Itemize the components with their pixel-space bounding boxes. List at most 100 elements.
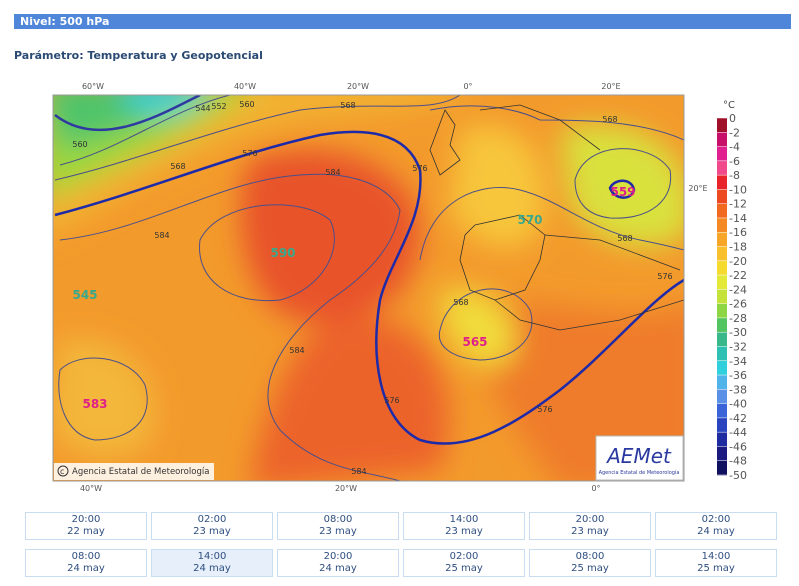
- center-label: 559: [610, 185, 635, 199]
- legend-tick-label: -26: [729, 298, 747, 311]
- time-date: 23 may: [319, 526, 357, 537]
- svg-text:c: c: [60, 467, 64, 476]
- legend-tick-label: -44: [729, 426, 747, 439]
- time-date: 25 may: [697, 563, 735, 574]
- geopotential-contours: [54, 95, 684, 481]
- time-date: 25 may: [571, 563, 609, 574]
- time-button[interactable]: 14:00 23 may: [403, 512, 525, 540]
- time-time: 14:00: [197, 551, 227, 562]
- lon-labels: 60°W 40°W 20°W 0° 20°E 40°W 20°W 0° 20°E: [80, 82, 708, 493]
- contour-label: 568: [602, 115, 617, 124]
- logo: AEMet Agencia Estatal de Meteorología: [595, 435, 684, 481]
- legend-tick-label: -42: [729, 412, 747, 425]
- time-date: 24 may: [67, 563, 105, 574]
- contour-labels: 544 552 560 560 568 568 576 576 584 584 …: [72, 100, 672, 476]
- center-label: 590: [270, 246, 295, 260]
- legend: 0-2-4-6-8-10-12-14-16-18-20-22-24-26-28-…: [717, 112, 747, 482]
- legend-tick-label: -50: [729, 469, 747, 482]
- time-button[interactable]: 02:00 24 may: [655, 512, 777, 540]
- map-frame: [52, 94, 685, 482]
- time-time: 14:00: [701, 551, 731, 562]
- time-button[interactable]: 20:00 23 may: [529, 512, 651, 540]
- lon-label: 20°E: [601, 82, 620, 91]
- legend-swatch: [717, 317, 727, 333]
- legend-swatch: [717, 189, 727, 205]
- legend-tick-label: -8: [729, 169, 740, 182]
- center-label: 570: [517, 213, 542, 227]
- copyright-text: Agencia Estatal de Meteorología: [72, 467, 209, 477]
- legend-swatch: [717, 260, 727, 276]
- time-time: 20:00: [71, 514, 101, 525]
- temperature-field: [53, 95, 684, 481]
- legend-swatch: [717, 446, 727, 462]
- legend-swatch: [717, 289, 727, 305]
- time-date: 23 may: [193, 526, 231, 537]
- legend-swatch: [717, 246, 727, 262]
- contour-label: 560: [239, 100, 254, 109]
- parameter-title: Parámetro: Temperatura y Geopotencial: [14, 49, 263, 62]
- time-date: 23 may: [571, 526, 609, 537]
- time-time: 02:00: [449, 551, 479, 562]
- legend-swatch: [717, 146, 727, 162]
- time-date: 24 may: [697, 526, 735, 537]
- time-button[interactable]: 08:00 25 may: [529, 549, 651, 577]
- legend-swatch: [717, 432, 727, 447]
- legend-tick-label: -14: [729, 212, 747, 225]
- legend-swatch: [717, 332, 727, 347]
- time-button[interactable]: 08:00 23 may: [277, 512, 399, 540]
- time-button[interactable]: 02:00 23 may: [151, 512, 273, 540]
- copyright: c Agencia Estatal de Meteorología: [54, 463, 214, 480]
- legend-swatch: [717, 132, 727, 148]
- contour-label: 576: [657, 272, 672, 281]
- center-label: 545: [72, 288, 97, 302]
- lon-label: 0°: [591, 484, 600, 493]
- time-button[interactable]: 20:00 22 may: [25, 512, 147, 540]
- contour-label: 552: [211, 102, 226, 111]
- time-button[interactable]: 14:00 25 may: [655, 549, 777, 577]
- contour-label: 544: [195, 104, 210, 113]
- contour-label: 584: [351, 467, 366, 476]
- time-button[interactable]: 02:00 25 may: [403, 549, 525, 577]
- lon-label: 60°W: [82, 82, 104, 91]
- legend-tick-label: -6: [729, 155, 740, 168]
- lon-label: 20°W: [335, 484, 357, 493]
- time-button[interactable]: 14:00 24 may: [151, 549, 273, 577]
- contour-label: 568: [617, 234, 632, 243]
- legend-swatch: [717, 360, 727, 376]
- legend-swatch: [717, 403, 727, 419]
- time-time: 02:00: [197, 514, 227, 525]
- lon-label: 40°W: [80, 484, 102, 493]
- legend-tick-label: -36: [729, 369, 747, 382]
- legend-tick-label: -24: [729, 283, 747, 296]
- time-button[interactable]: 08:00 24 may: [25, 549, 147, 577]
- legend-swatch: [717, 118, 727, 133]
- center-labels: 590 545 583 565 570 559: [72, 185, 635, 411]
- contour-label: 576: [242, 149, 257, 158]
- legend-swatch: [717, 160, 727, 176]
- contour-label: 584: [289, 346, 304, 355]
- time-time: 08:00: [71, 551, 101, 562]
- center-label: 565: [462, 335, 487, 349]
- legend-tick-label: -10: [729, 183, 747, 196]
- legend-tick-label: -28: [729, 312, 747, 325]
- legend-swatch: [717, 460, 727, 476]
- legend-tick-label: -30: [729, 326, 747, 339]
- logo-agency: Agencia Estatal de Meteorología: [599, 469, 680, 476]
- time-date: 25 may: [445, 563, 483, 574]
- legend-tick-label: -40: [729, 398, 747, 411]
- contour-label: 568: [340, 101, 355, 110]
- legend-tick-label: -38: [729, 383, 747, 396]
- legend-tick-label: -48: [729, 455, 747, 468]
- time-time: 08:00: [323, 514, 353, 525]
- legend-unit: °C: [723, 100, 735, 111]
- time-date: 24 may: [193, 563, 231, 574]
- lon-label: 0°: [463, 82, 472, 91]
- legend-swatch: [717, 389, 727, 405]
- legend-swatch: [717, 203, 727, 219]
- time-date: 24 may: [319, 563, 357, 574]
- contour-label: 560: [72, 140, 87, 149]
- time-time: 20:00: [575, 514, 605, 525]
- time-button[interactable]: 20:00 24 may: [277, 549, 399, 577]
- legend-swatch: [717, 232, 727, 248]
- coastlines: [429, 104, 684, 331]
